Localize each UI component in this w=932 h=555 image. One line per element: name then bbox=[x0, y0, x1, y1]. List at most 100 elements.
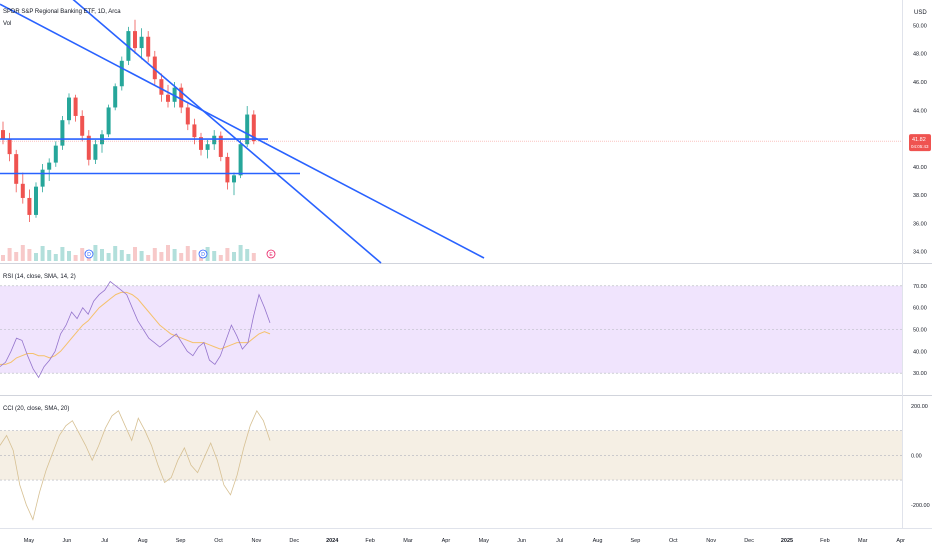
dividend-marker[interactable]: D bbox=[198, 249, 208, 259]
candle-body bbox=[172, 87, 177, 102]
candle-body bbox=[113, 86, 118, 108]
price-tick-label: 50.00 bbox=[913, 23, 927, 29]
price-badge-countdown: 04:05:43 bbox=[911, 144, 929, 149]
time-tick-label: Nov bbox=[252, 538, 262, 544]
candle-body bbox=[232, 175, 236, 183]
volume-bar bbox=[159, 252, 164, 261]
volume-bar bbox=[152, 248, 157, 261]
volume-bar bbox=[179, 253, 184, 261]
cci-tick-label: -200.00 bbox=[911, 503, 930, 509]
candle-body bbox=[73, 97, 78, 116]
time-tick-label: Aug bbox=[593, 538, 603, 544]
cci-tick-label: 200.00 bbox=[911, 404, 928, 410]
cci-band bbox=[0, 430, 902, 481]
price-tick-label: 38.00 bbox=[913, 193, 927, 199]
volume-bar bbox=[34, 253, 38, 261]
volume-bar bbox=[119, 250, 124, 261]
volume-bar bbox=[192, 250, 197, 261]
volume-bar bbox=[238, 245, 243, 261]
time-tick-label: Dec bbox=[289, 538, 299, 544]
dividend-marker[interactable]: D bbox=[84, 249, 94, 259]
rsi-title[interactable]: RSI (14, close, SMA, 14, 2) bbox=[3, 274, 76, 280]
price-tick-label: 44.00 bbox=[913, 108, 927, 114]
time-tick-label: Feb bbox=[365, 538, 374, 544]
price-tick-label: 40.00 bbox=[913, 165, 927, 171]
volume-bar bbox=[53, 254, 58, 261]
volume-label[interactable]: Vol bbox=[3, 21, 12, 27]
candle-body bbox=[119, 60, 124, 87]
time-tick-label: 2024 bbox=[326, 538, 339, 544]
symbol-title[interactable]: SPDR S&P Regional Banking ETF, 1D, Arca bbox=[3, 9, 121, 15]
candle-body bbox=[133, 31, 137, 49]
time-tick-label: Apr bbox=[442, 538, 451, 544]
candle-body bbox=[47, 162, 52, 170]
rsi-tick-label: 70.00 bbox=[913, 284, 927, 290]
candle-body bbox=[67, 97, 71, 121]
price-tick-label: 34.00 bbox=[913, 250, 927, 256]
candle-body bbox=[218, 135, 223, 157]
time-tick-label: Oct bbox=[669, 538, 678, 544]
volume-bar bbox=[212, 251, 217, 261]
rsi-tick-label: 50.00 bbox=[913, 328, 927, 334]
cci-legend[interactable]: CCI (20, close, SMA, 20) bbox=[3, 406, 72, 412]
volume-bar bbox=[47, 250, 52, 261]
volume-bar bbox=[166, 245, 170, 261]
candle-body bbox=[251, 114, 256, 142]
price-tick-label: 48.00 bbox=[913, 52, 927, 58]
volume-bar bbox=[67, 251, 71, 261]
time-tick-label: Jun bbox=[517, 538, 526, 544]
volume-legend[interactable]: Vol bbox=[3, 21, 14, 27]
time-tick-label: Jun bbox=[62, 538, 71, 544]
marker-circle bbox=[84, 249, 94, 259]
volume-bar bbox=[80, 248, 85, 261]
time-tick-label: May bbox=[24, 538, 35, 544]
trendline-steep bbox=[72, 0, 382, 264]
volume-bar bbox=[205, 247, 210, 261]
volume-bar bbox=[100, 249, 104, 261]
candle-body bbox=[152, 56, 157, 80]
candle-body bbox=[1, 130, 5, 139]
price-tick-label: 46.00 bbox=[913, 80, 927, 86]
time-tick-label: Mar bbox=[403, 538, 413, 544]
main-legend[interactable]: SPDR S&P Regional Banking ETF, 1D, Arca bbox=[3, 9, 124, 15]
candle-body bbox=[166, 94, 170, 102]
volume-bar bbox=[60, 247, 65, 261]
volume-bar bbox=[172, 249, 177, 261]
cci-title[interactable]: CCI (20, close, SMA, 20) bbox=[3, 406, 70, 412]
candle-body bbox=[106, 107, 111, 135]
time-tick-label: 2025 bbox=[781, 538, 793, 544]
marker-circle bbox=[198, 249, 208, 259]
marker-label: D bbox=[87, 252, 91, 258]
marker-label: E bbox=[269, 252, 273, 258]
volume-bar bbox=[185, 246, 190, 261]
currency-label: USD bbox=[914, 10, 927, 16]
candle-body bbox=[53, 145, 58, 163]
volume-bar bbox=[225, 248, 230, 261]
candle-body bbox=[179, 87, 184, 108]
rsi-sma-line bbox=[0, 291, 271, 365]
candle-body bbox=[192, 124, 197, 138]
volume-bar bbox=[73, 255, 78, 261]
volume-bar bbox=[146, 255, 151, 261]
price-badge-value: 41.82 bbox=[912, 137, 926, 143]
candle-body bbox=[27, 197, 32, 215]
earnings-marker[interactable]: E bbox=[266, 249, 276, 259]
rsi-line bbox=[0, 280, 271, 379]
rsi-legend[interactable]: RSI (14, close, SMA, 14, 2) bbox=[3, 274, 79, 280]
candle-body bbox=[7, 138, 12, 155]
candle-body bbox=[40, 169, 45, 187]
volume-bar bbox=[14, 252, 19, 261]
time-tick-label: Nov bbox=[706, 538, 716, 544]
candle-body bbox=[93, 144, 98, 160]
trendline-shallow bbox=[0, 3, 485, 259]
candle-body bbox=[86, 135, 91, 160]
volume-bar bbox=[232, 252, 236, 261]
volume-bar bbox=[133, 247, 137, 261]
time-tick-label: Aug bbox=[138, 538, 148, 544]
time-tick-label: Apr bbox=[896, 538, 905, 544]
volume-bar bbox=[218, 255, 223, 261]
volume-bar bbox=[27, 249, 32, 261]
rsi-tick-label: 30.00 bbox=[913, 371, 927, 377]
